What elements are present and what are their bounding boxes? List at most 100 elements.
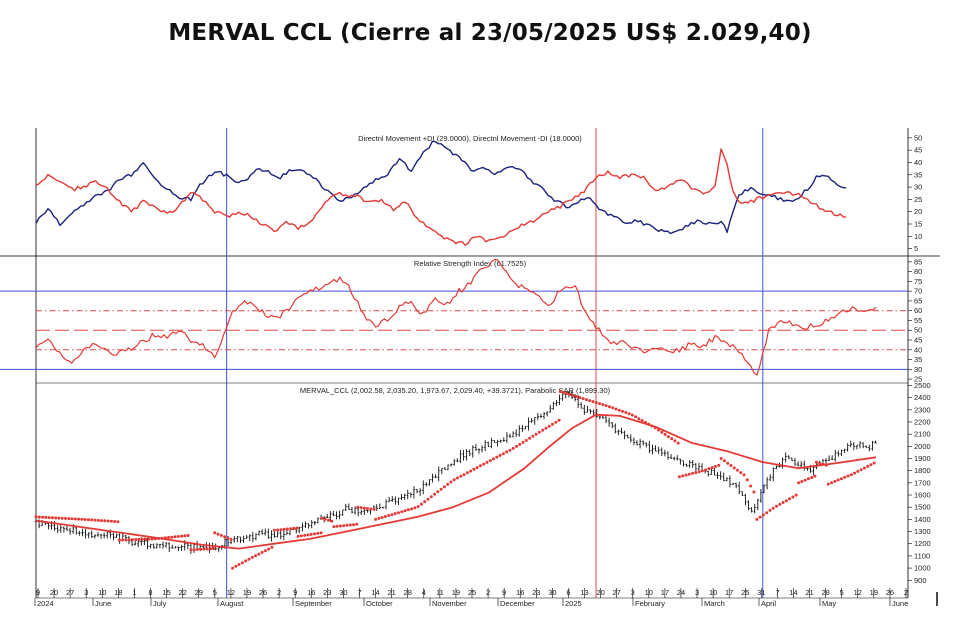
sar-dot [670,437,674,441]
price-ytick-label: 2200 [914,417,931,426]
dmi-series-minus-di [35,140,847,235]
sar-dot [492,457,495,461]
sar-dot [335,524,339,528]
month-label: June [95,599,111,608]
x-tick-label: 11 [436,588,444,597]
x-tick-label: 10 [709,588,717,597]
price-panel: MERVAL_CCL (2,002.58, 2,035.20, 1,973.67… [34,381,931,585]
sar-dot [213,531,217,535]
month-label: July [153,599,167,608]
sar-dot [332,525,336,529]
sar-dot [282,527,286,531]
sar-dot [410,507,414,511]
sar-dot [316,531,320,535]
sar-dot [788,497,792,501]
x-axis: 9 20 27 3 10 18 1 8 15 22 29 5 12 19 26 2 9 16 23 30 7 14 21 28… [34,588,908,608]
sar-dot [598,402,602,406]
dmi-ytick-label: 50 [914,133,922,142]
month-label: August [220,599,244,608]
sar-dot [416,505,420,508]
sar-dot [866,464,870,468]
sar-dot [393,512,397,516]
x-tick-label: 28 [404,588,412,597]
sar-dot [137,537,141,541]
rsi-ytick-label: 50 [914,326,922,335]
x-tick-label: 9 [36,588,40,597]
sar-dot [650,424,654,428]
sar-dot [742,473,746,477]
sar-dot [810,476,814,479]
x-tick-label: 9 [293,588,297,597]
x-tick-label: 16 [307,588,315,597]
month-label: April [761,599,776,608]
sar-dot [627,412,631,416]
sar-dot [323,517,327,521]
sar-dot [528,436,532,440]
sar-dot [541,428,545,432]
sar-dot [761,513,765,517]
sar-dot [121,538,125,542]
sar-dot [568,393,572,396]
sar-dot [209,547,213,551]
sar-dot [498,453,502,457]
x-tick-label: 31 [757,588,765,597]
sar-dot [372,507,376,511]
sar-dot [374,517,378,521]
sar-dot [749,484,753,488]
sar-dot [591,400,595,404]
price-ytick-label: 2100 [914,430,931,439]
month-label: September [295,599,332,608]
dmi-panel-title: Directnl Movement +DI (29.0000), Directn… [358,134,582,143]
sar-dot [205,547,209,551]
sar-dot [621,409,624,413]
price-ytick-label: 2000 [914,442,931,451]
sar-dot [872,461,876,465]
sar-dot [839,477,843,481]
sar-dot [534,432,538,436]
sar-dot [551,422,554,426]
x-tick-label: 18 [114,588,122,597]
sar-dot [240,561,244,565]
x-tick-label: 25 [741,588,749,597]
sar-dot [565,392,569,395]
rsi-ytick-label: 45 [914,336,922,345]
month-label: June [892,599,908,608]
x-tick-label: 17 [725,588,733,597]
dmi-ytick-label: 35 [914,170,922,179]
sar-dot [403,509,407,513]
sar-dot [345,523,349,527]
x-tick-label: 4 [422,588,426,597]
sar-dot [515,444,518,448]
sar-dot [338,524,342,528]
sar-dot [531,434,535,438]
sar-dot [426,497,430,501]
sar-dot [276,528,280,532]
sar-dot [697,470,701,474]
sar-dot [134,538,138,541]
x-tick-label: 13 [580,588,588,597]
rsi-panel: Relative Strength Index (61.7525) 253035… [0,257,922,384]
sar-dot [449,480,453,484]
x-tick-label: 2 [904,588,908,597]
sar-dot [554,420,558,424]
sar-dot [309,532,313,536]
dmi-ytick-label: 15 [914,220,922,229]
sar-dot [117,538,121,542]
sar-dot [704,468,708,472]
sar-dot [843,475,847,479]
sar-dot [285,527,289,531]
sar-dot [601,403,605,407]
sar-dot [355,522,359,526]
sar-dot [296,534,300,538]
sar-dot [859,468,863,472]
rsi-ytick-label: 60 [914,306,922,315]
x-tick-label: 17 [661,588,669,597]
sar-dot [465,471,469,475]
sar-dot [505,450,509,454]
sar-dot [289,527,293,531]
sar-dot [237,563,241,566]
x-tick-label: 3 [84,588,88,597]
sar-dot [127,538,131,542]
sar-dot [547,424,551,428]
